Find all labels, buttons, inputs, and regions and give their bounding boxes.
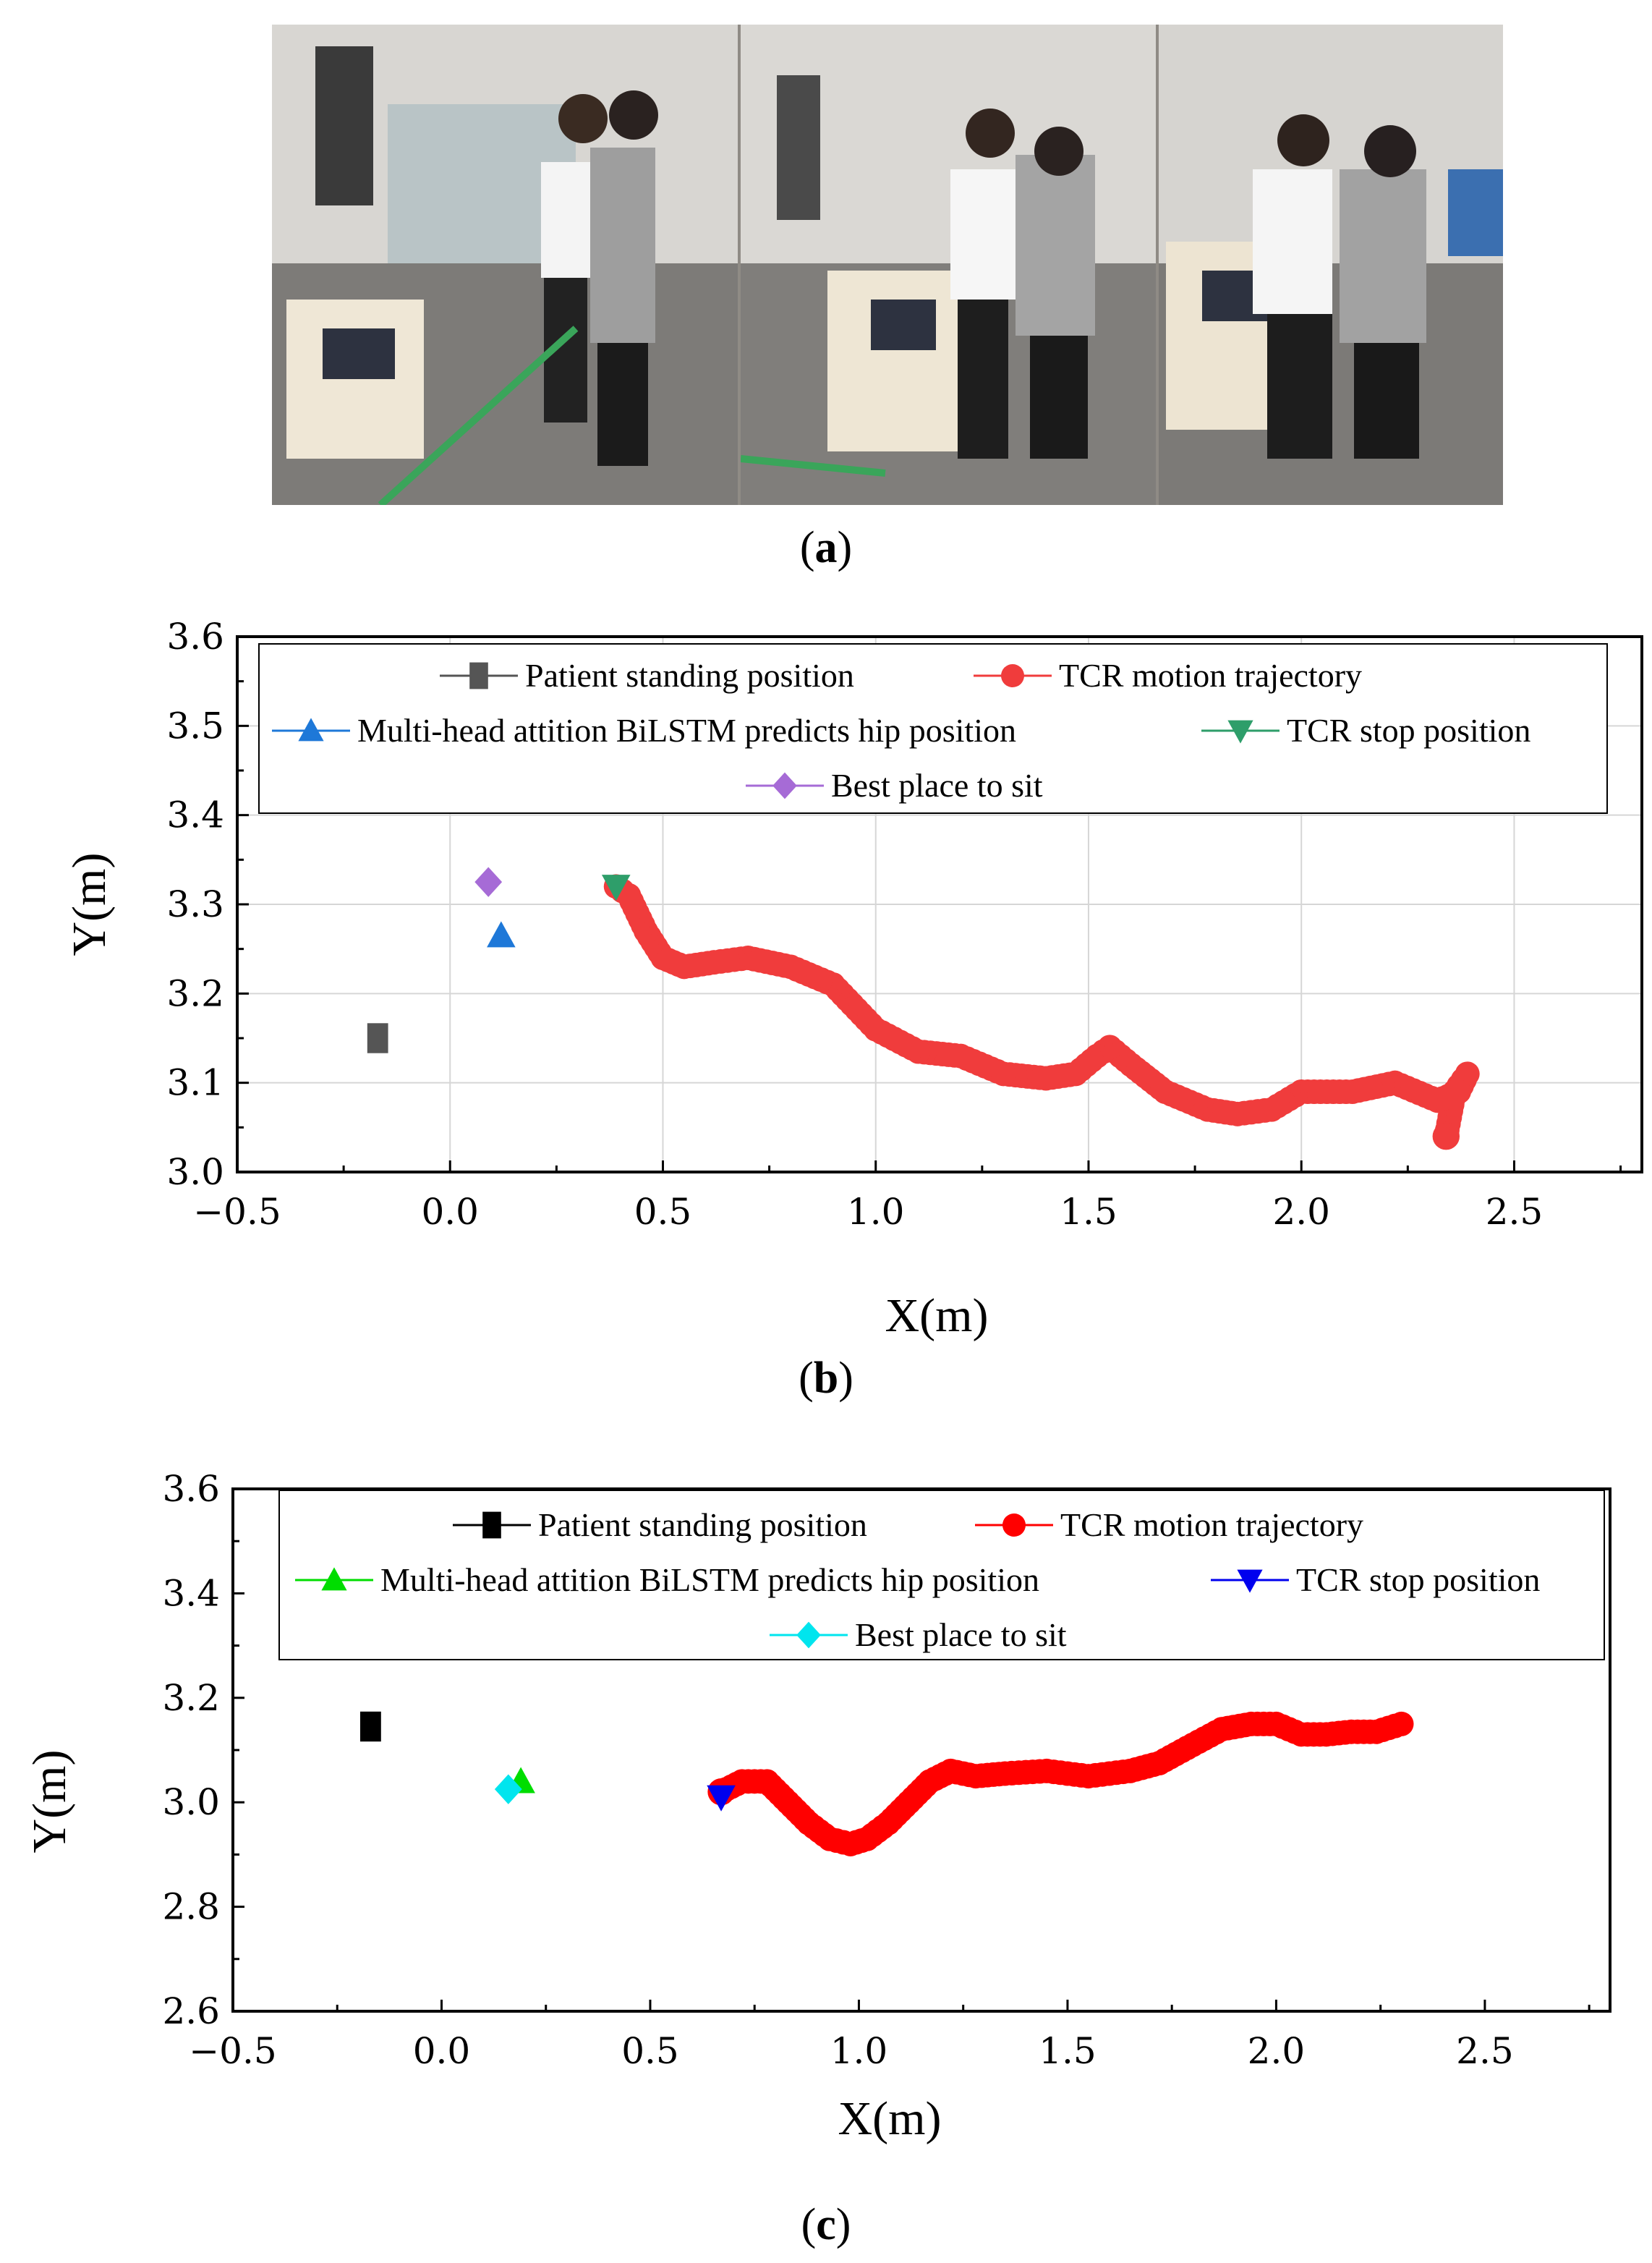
chart-c-xlabel: X(m) — [838, 2092, 942, 2145]
photo-scene-1 — [272, 25, 738, 505]
c-trajectory-point — [1389, 1711, 1414, 1736]
b-marker-triangle-up — [487, 921, 516, 948]
c-legend-marker — [482, 1511, 501, 1539]
b-series-3 — [601, 875, 631, 901]
panel-label-a: (a) — [799, 523, 853, 572]
panel-label-b: (b) — [799, 1354, 853, 1403]
b-xtick-label: 1.5 — [1060, 1191, 1117, 1233]
b-legend-label: TCR motion trajectory — [1059, 657, 1362, 694]
c-xtick-label: 0.5 — [621, 2030, 679, 2072]
c-xtick-label: 0.0 — [413, 2030, 471, 2072]
b-legend-marker — [1227, 720, 1253, 744]
c-ytick-label: 2.8 — [162, 1886, 220, 1928]
c-ytick-label: 3.2 — [162, 1677, 220, 1719]
b-legend-label: Best place to sit — [831, 767, 1043, 804]
chart-b: −0.5 0.0 0.5 1.0 1.5 2.0 2.5 3.0 3.1 3.2 3.3 3.4 3.5… — [63, 616, 1643, 1342]
c-series-0 — [360, 1711, 381, 1742]
chart-c-ylabel: Y(m) — [23, 1750, 76, 1854]
b-legend-label: Multi-head attition BiLSTM predicts hip … — [357, 712, 1016, 749]
c-marker-square — [360, 1711, 381, 1742]
photo-strip — [272, 25, 1503, 505]
c-marker-diamond — [494, 1774, 522, 1804]
c-ytick-label: 3.4 — [162, 1572, 220, 1614]
b-xtick-label: −0.5 — [193, 1191, 281, 1233]
chart-c: −0.5 0.0 0.5 1.0 1.5 2.0 2.5 2.6 2.8 3.0 3.2 3.4 3.6… — [23, 1468, 1611, 2145]
b-series-0 — [367, 1023, 388, 1053]
c-series-3 — [707, 1785, 736, 1812]
panel-label-c: (c) — [801, 2200, 851, 2249]
b-ytick-label: 3.3 — [166, 883, 224, 925]
b-legend-marker — [469, 662, 488, 689]
c-legend-label: Multi-head attition BiLSTM predicts hip … — [380, 1561, 1039, 1598]
b-xtick-label: 1.0 — [847, 1191, 905, 1233]
c-legend-label: TCR motion trajectory — [1060, 1506, 1363, 1543]
c-legend-marker — [321, 1567, 347, 1591]
c-legend-marker — [796, 1621, 821, 1649]
b-marker-diamond — [474, 867, 503, 897]
b-series-1 — [603, 874, 1480, 1150]
b-series-2 — [487, 921, 516, 948]
b-legend-marker — [1001, 664, 1024, 687]
c-marker-triangle-down — [707, 1785, 736, 1812]
b-legend-label: TCR stop position — [1287, 712, 1530, 749]
b-ytick-label: 3.2 — [166, 972, 224, 1014]
b-legend-marker — [298, 718, 324, 742]
photo-scene-3 — [1159, 25, 1503, 505]
chart-b-xlabel: X(m) — [885, 1289, 989, 1342]
photo-panel-2 — [741, 25, 1156, 505]
b-ytick-label: 3.4 — [166, 794, 224, 836]
c-ytick-label: 2.6 — [162, 1990, 220, 2032]
b-marker-triangle-down — [601, 875, 631, 901]
c-xtick-label: 2.5 — [1456, 2030, 1514, 2072]
b-trajectory-endpoint — [1432, 1122, 1460, 1150]
c-xtick-label: −0.5 — [189, 2030, 276, 2072]
c-legend-label: TCR stop position — [1296, 1561, 1540, 1598]
chart-b-series — [367, 867, 1480, 1150]
b-xtick-label: 0.0 — [421, 1191, 479, 1233]
c-xtick-label: 1.5 — [1039, 2030, 1097, 2072]
c-series-4 — [494, 1774, 522, 1804]
b-ytick-label: 3.0 — [166, 1151, 224, 1193]
b-ytick-label: 3.1 — [166, 1062, 224, 1104]
c-xtick-label: 2.0 — [1248, 2030, 1306, 2072]
c-series-1 — [707, 1711, 1414, 1856]
c-legend-label: Best place to sit — [855, 1616, 1067, 1653]
c-legend-marker — [1237, 1569, 1263, 1593]
b-ytick-label: 3.5 — [166, 705, 224, 747]
b-legend-label: Patient standing position — [525, 657, 854, 694]
c-ytick-label: 3.6 — [162, 1468, 220, 1510]
c-legend-label: Patient standing position — [538, 1506, 867, 1543]
b-ytick-label: 3.6 — [166, 616, 224, 658]
b-legend-marker — [772, 772, 797, 799]
chart-b-legend: Patient standing position TCR motion traj… — [258, 643, 1608, 814]
b-xtick-label: 2.0 — [1272, 1191, 1330, 1233]
c-xtick-label: 1.0 — [830, 2030, 888, 2072]
b-marker-square — [367, 1023, 388, 1053]
b-xtick-label: 2.5 — [1486, 1191, 1544, 1233]
chart-c-series — [360, 1711, 1414, 1856]
photo-scene-2 — [741, 25, 1156, 505]
chart-b-ylabel: Y(m) — [63, 853, 116, 956]
chart-b-ticks: −0.5 0.0 0.5 1.0 1.5 2.0 2.5 3.0 3.1 3.2 3.3 3.4 3.5… — [166, 616, 1622, 1233]
b-series-4 — [474, 867, 503, 897]
c-ytick-label: 3.0 — [162, 1781, 220, 1823]
c-legend-marker — [1002, 1513, 1026, 1537]
b-xtick-label: 0.5 — [634, 1191, 692, 1233]
chart-c-legend: Patient standing position TCR motion traj… — [278, 1490, 1605, 1660]
photo-panel-1 — [272, 25, 738, 505]
photo-panel-3 — [1159, 25, 1503, 505]
chart-c-ticks: −0.5 0.0 0.5 1.0 1.5 2.0 2.5 2.6 2.8 3.0 3.2 3.4 3.6 — [162, 1468, 1591, 2072]
